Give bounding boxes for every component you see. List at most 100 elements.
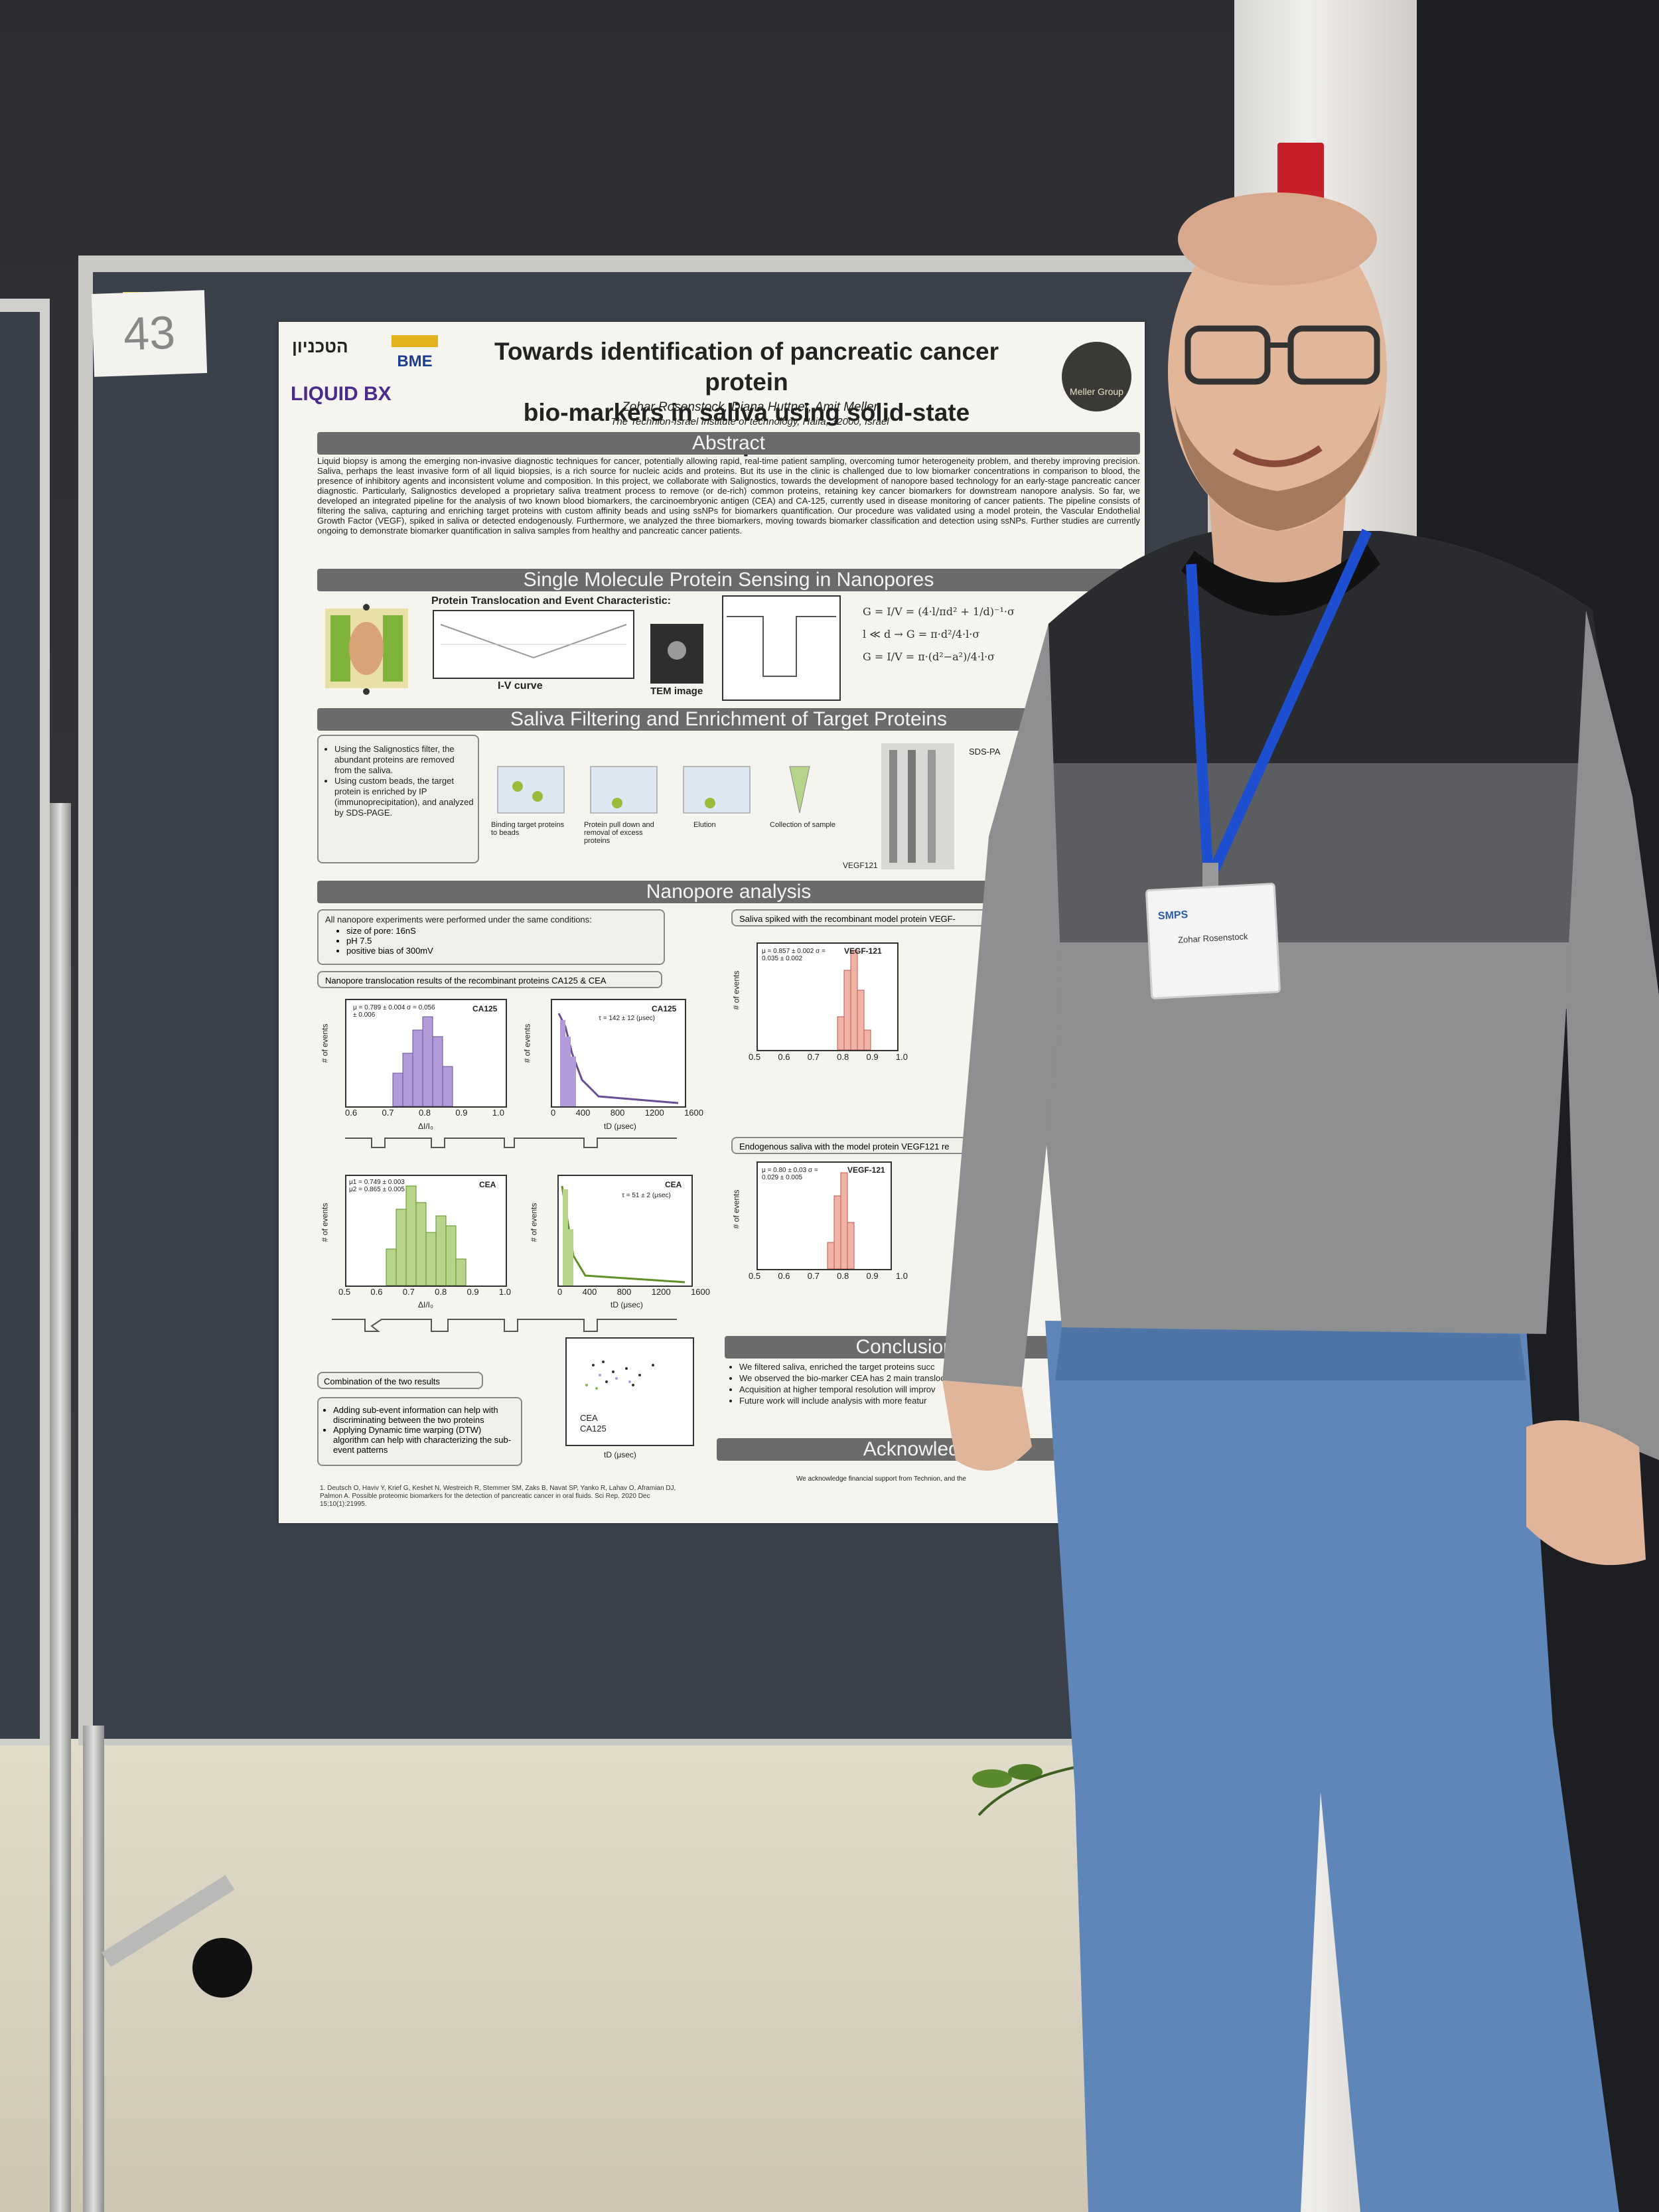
ca125-dwell-ticks: 0 400 800 1200 1600 — [551, 1108, 703, 1118]
cea-dwell-stats: τ = 51 ± 2 (μsec) — [622, 1192, 671, 1199]
saliva-header: Saliva Filtering and Enrichment of Targe… — [317, 708, 1140, 731]
step-pull-down: Protein pull down and removal of excess … — [584, 821, 654, 845]
abstract-text: Liquid biopsy is among the emerging non-… — [317, 456, 1140, 536]
equation-3: G = I/V = π·(d²−a²)/4·l·σ — [863, 650, 995, 663]
tick: 400 — [582, 1287, 597, 1297]
sds-label: SDS-PA — [969, 747, 1001, 757]
scatter-xlabel: tD (μsec) — [604, 1450, 636, 1459]
cea-histogram: μ1 = 0.749 ± 0.003 μ2 = 0.865 ± 0.005 CE… — [345, 1175, 507, 1287]
technion-logo: הטכניון — [292, 336, 348, 356]
name-badge: SMPS Zohar Rosenstock — [1145, 882, 1281, 1000]
liquid-bx-logo: LIQUID BX — [291, 383, 392, 405]
tick: 0.7 — [402, 1287, 415, 1297]
stand-leg-left — [83, 1726, 104, 2212]
combination-box: Adding sub-event information can help wi… — [317, 1397, 522, 1466]
cea-dwell-xlabel: tD (μsec) — [611, 1300, 643, 1309]
sds-page-gel — [881, 743, 954, 869]
ca125-hist-ylabel: # of events — [320, 1023, 330, 1063]
ca125-dwell-label: CA125 — [652, 1004, 677, 1013]
nanopore-illustration — [319, 595, 415, 698]
stand-pole-left — [50, 803, 71, 2212]
single-molecule-header: Single Molecule Protein Sensing in Nanop… — [317, 569, 1140, 591]
cea-dwell-ylabel: # of events — [529, 1203, 539, 1242]
acknowledgement-text: We acknowledge financial support from Te… — [796, 1475, 966, 1483]
tick: 1600 — [691, 1287, 710, 1297]
cea-hist-ylabel: # of events — [320, 1203, 330, 1242]
tem-image — [650, 624, 703, 684]
tick: 1.0 — [895, 1271, 908, 1281]
condition-3: positive bias of 300mV — [346, 946, 664, 956]
step-binding: Binding target proteins to beads — [491, 821, 565, 837]
tick: 0.6 — [345, 1108, 358, 1118]
cea-dwell-plot: CEA τ = 51 ± 2 (μsec) — [557, 1175, 693, 1287]
badge-event: SMPS — [1157, 909, 1189, 922]
tick: 1200 — [651, 1287, 671, 1297]
side-board-surface — [0, 312, 40, 1739]
cea-hist-xlabel: ΔI/I₀ — [418, 1300, 433, 1309]
tick: 0 — [557, 1287, 563, 1297]
conclusion-4: Future work will include analysis with m… — [739, 1395, 1084, 1406]
translocation-heading: Protein Translocation and Event Characte… — [431, 595, 671, 607]
tick: 0.5 — [749, 1271, 761, 1281]
tick: 1200 — [644, 1108, 664, 1118]
conclusion-1: We filtered saliva, enriched the target … — [739, 1361, 1084, 1372]
scatter-legend-cea: CEA — [580, 1413, 598, 1423]
tick: 0 — [551, 1108, 556, 1118]
tick: 1.0 — [498, 1287, 511, 1297]
tick: 1.0 — [895, 1052, 908, 1062]
gel-label: VEGF121 — [843, 861, 878, 870]
step-elution: Elution — [693, 821, 716, 829]
references: 1. Deutsch O, Haviv Y, Krief G, Keshet N… — [320, 1485, 676, 1508]
saliva-workflow: Binding target proteins to beads Protein… — [484, 740, 856, 859]
tick: 0.8 — [837, 1271, 849, 1281]
vegf-spiked-label: VEGF-121 — [844, 946, 882, 956]
vegf-spiked-stats: μ = 0.857 ± 0.002 σ = 0.035 ± 0.002 — [762, 948, 826, 962]
vegf-spiked-histogram: μ = 0.857 ± 0.002 σ = 0.035 ± 0.002 VEGF… — [757, 942, 899, 1051]
cea-hist-ticks: 0.5 0.6 0.7 0.8 0.9 1.0 — [338, 1287, 511, 1297]
tick: 0.7 — [807, 1052, 820, 1062]
ca125-histogram: μ = 0.789 ± 0.004 σ = 0.056 ± 0.006 CA12… — [345, 999, 507, 1108]
ca125-dwell-ylabel: # of events — [522, 1023, 532, 1063]
conductance-equations: G = I/V = (4·l/πd² + 1/d)⁻¹·σ l ≪ d → G … — [863, 601, 1029, 700]
vegf-endo-ylabel: # of events — [731, 1189, 741, 1229]
tick: 0.6 — [778, 1052, 790, 1062]
vegf-endo-stats: μ = 0.80 ± 0.03 σ = 0.029 ± 0.005 — [762, 1167, 818, 1181]
saliva-bullets-box: Using the Salignostics filter, the abund… — [317, 735, 479, 863]
dark-wall-panel — [1417, 0, 1659, 2212]
ca125-dwell-plot: CA125 τ = 142 ± 12 (μsec) — [551, 999, 686, 1108]
combination-heading: Combination of the two results — [317, 1372, 483, 1389]
cea-trace — [332, 1314, 677, 1337]
results-heading: Nanopore translocation results of the re… — [317, 971, 662, 988]
iv-curve-plot — [433, 610, 634, 679]
booth-number-tag: 43 — [91, 290, 208, 377]
spiked-heading: Saliva spiked with the recombinant model… — [731, 909, 1010, 926]
tem-label: TEM image — [650, 686, 703, 697]
nanopore-header: Nanopore analysis — [317, 881, 1140, 903]
tick: 800 — [616, 1287, 632, 1297]
tick: 1.0 — [492, 1108, 504, 1118]
step-collection: Collection of sample — [770, 821, 836, 829]
tick: 800 — [610, 1108, 625, 1118]
tick: 0.8 — [837, 1052, 849, 1062]
conclusions-list: We filtered saliva, enriched the target … — [727, 1361, 1084, 1406]
tick: 400 — [575, 1108, 591, 1118]
combination-bullet-1: Adding sub-event information can help wi… — [333, 1405, 518, 1425]
tick: 0.7 — [807, 1271, 820, 1281]
saliva-bullet-2: Using custom beads, the target protein i… — [334, 776, 474, 818]
title-line-1: Towards identification of pancreatic can… — [494, 338, 999, 396]
iv-curve-label: I-V curve — [498, 680, 543, 692]
tick: 1600 — [684, 1108, 703, 1118]
cea-hist-label: CEA — [479, 1180, 496, 1189]
poster-authors: Zohar Rosenstock, Diana Huttner, Amit Me… — [622, 400, 878, 414]
meller-group-logo: Meller Group — [1062, 342, 1131, 411]
ca125-hist-xlabel: ΔI/I₀ — [418, 1122, 433, 1131]
stand-wheel — [192, 1938, 252, 1998]
ca125-dwell-xlabel: tD (μsec) — [604, 1122, 636, 1131]
red-sign — [1277, 143, 1324, 219]
plant — [952, 1752, 1105, 1818]
poster-affiliation: The Technion-Israel Institute of technol… — [611, 416, 889, 427]
bme-logo: BME — [392, 335, 438, 370]
ca125-trace — [345, 1133, 677, 1153]
ca125-dwell-stats: τ = 142 ± 12 (μsec) — [599, 1015, 655, 1022]
poster: הטכניון BME LIQUID BX Meller Group Towar… — [279, 322, 1145, 1523]
